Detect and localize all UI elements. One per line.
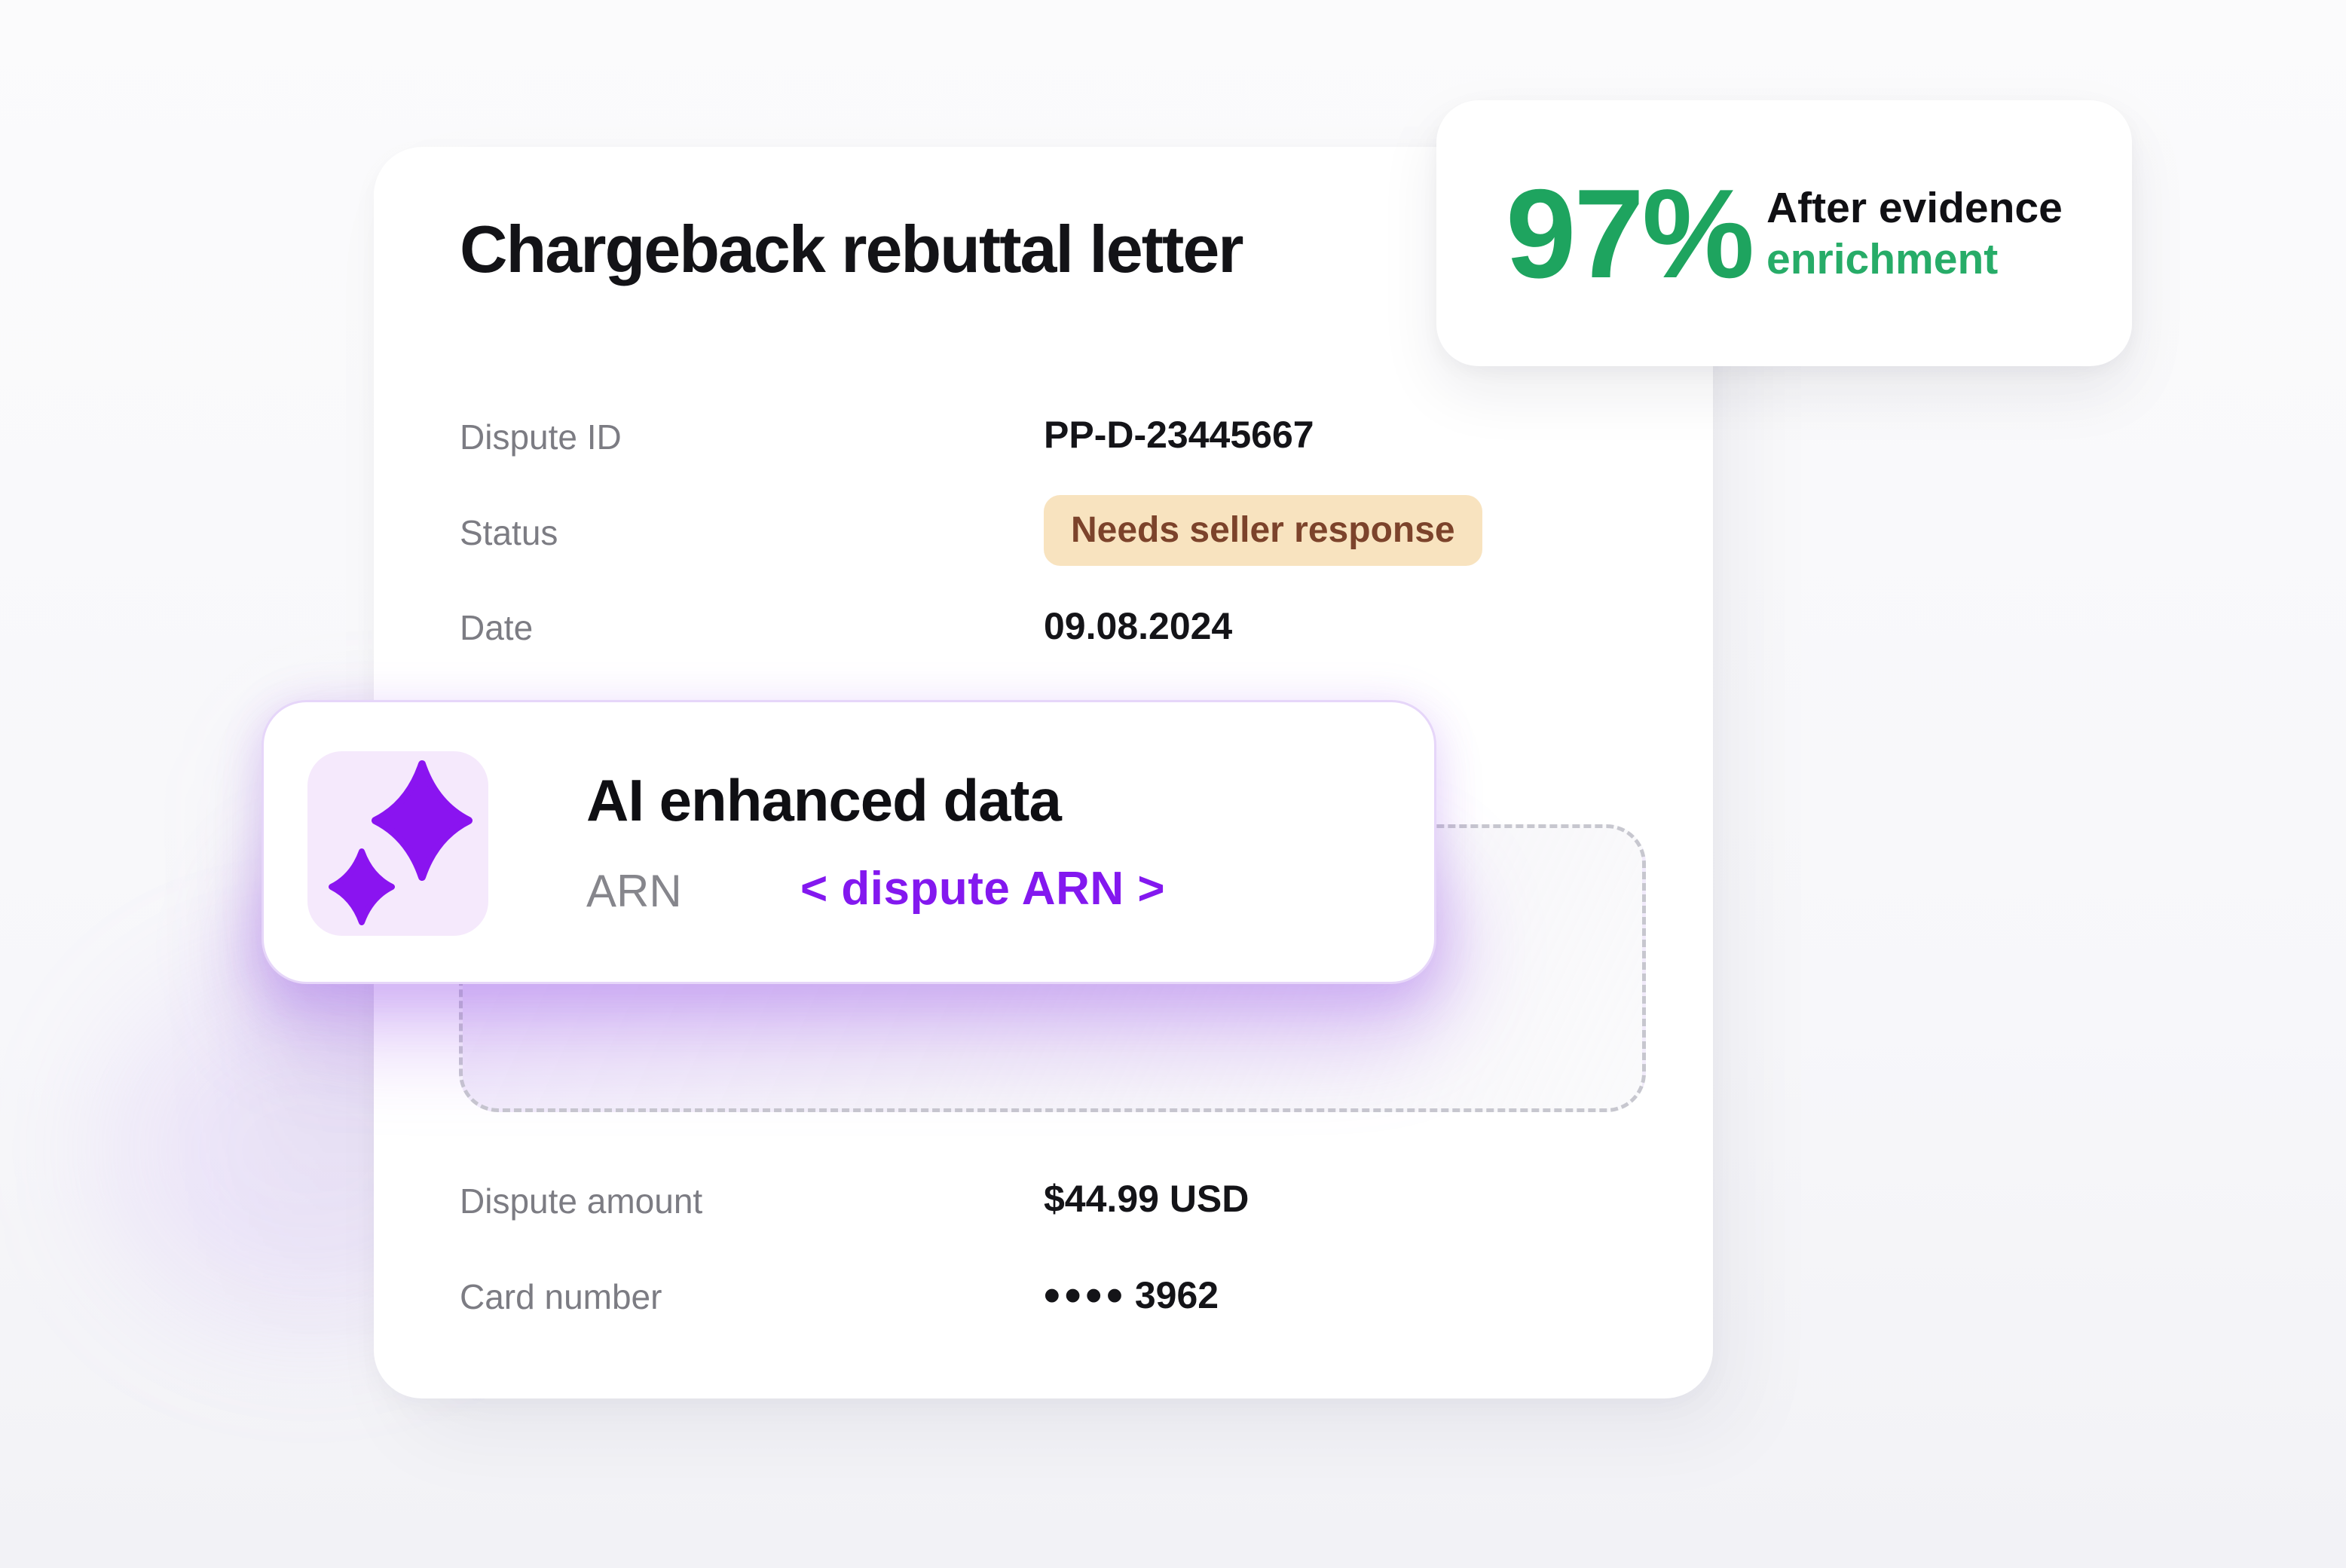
dispute-amount-value: $44.99 USD (1044, 1178, 1249, 1220)
ai-enhanced-data-card: AI enhanced data ARN < dispute ARN > (262, 700, 1436, 984)
metric-caption-line2: enrichment (1766, 234, 1999, 283)
masked-digits: •••• (1044, 1270, 1127, 1322)
sparkle-tile (307, 751, 488, 936)
metric-caption-line1: After evidence (1766, 183, 2063, 232)
dispute-amount-label: Dispute amount (460, 1181, 703, 1221)
status-badge: Needs seller response (1044, 495, 1482, 566)
sparkles-icon (329, 760, 473, 925)
dispute-id-value: PP-D-23445667 (1044, 414, 1314, 456)
arn-field-label: ARN (586, 866, 682, 916)
card-number-label: Card number (460, 1277, 662, 1316)
page-title: Chargeback rebuttal letter (460, 212, 1244, 286)
metric-caption: After evidence enrichment (1766, 182, 2063, 285)
dispute-id-label: Dispute ID (460, 417, 622, 457)
evidence-metric-card: 97% After evidence enrichment (1436, 100, 2132, 366)
date-value: 09.08.2024 (1044, 605, 1233, 647)
arn-field-token: < dispute ARN > (800, 863, 1166, 915)
card-number-value: •••• 3962 (1044, 1273, 1219, 1319)
status-label: Status (460, 513, 558, 552)
card-last4: 3962 (1134, 1274, 1219, 1316)
metric-percentage: 97% (1506, 162, 1754, 304)
date-label: Date (460, 608, 534, 647)
ai-card-title: AI enhanced data (586, 767, 1062, 833)
